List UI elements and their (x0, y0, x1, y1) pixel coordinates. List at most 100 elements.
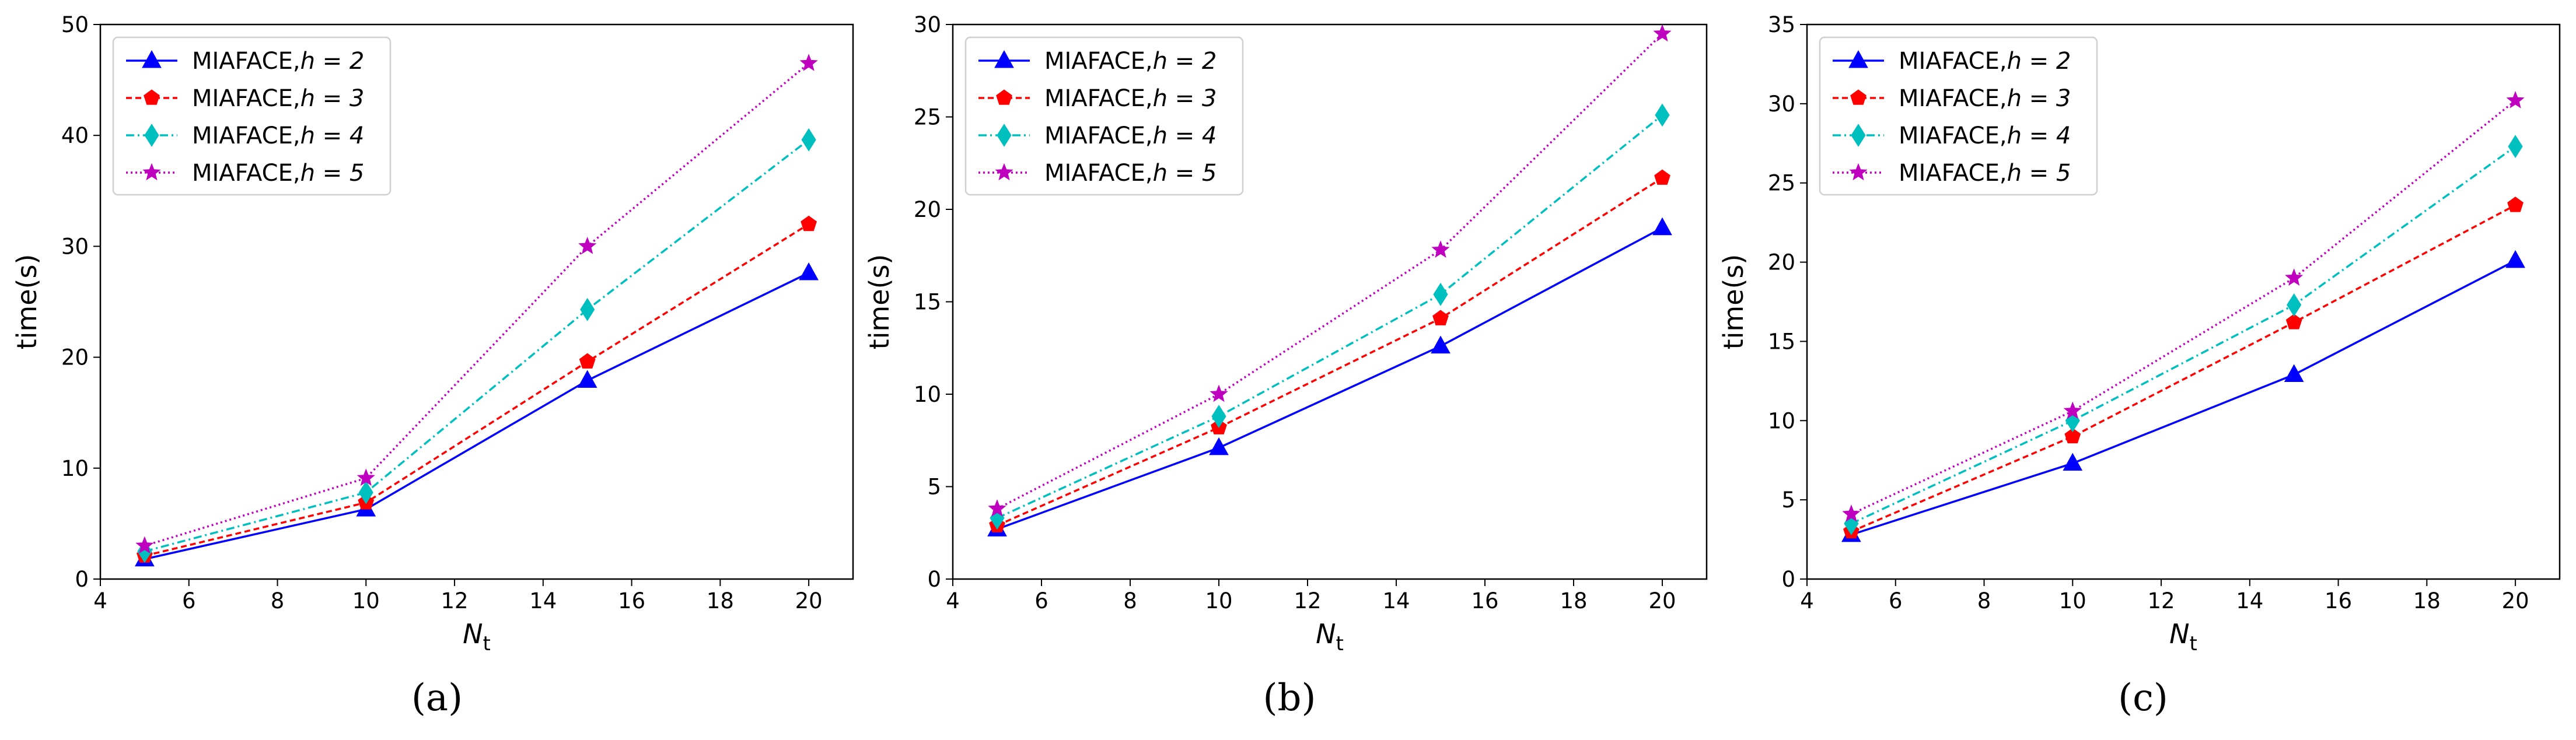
x-tick-label: 16 (1471, 588, 1498, 613)
legend-series-h: h = 2 (300, 48, 365, 75)
x-axis-label-subscript: t (1336, 632, 1344, 655)
x-tick-label: 6 (1034, 588, 1048, 613)
series-h=3 (989, 169, 1670, 532)
x-tick-label: 18 (707, 588, 734, 613)
x-axis-label: Nt (463, 618, 491, 655)
legend-series-h: h = 2 (1153, 48, 1217, 75)
chart-panel-2: 4 6 8 10 12 14 16 18 20 0 5 10 15 20 25 30 Nt time(s) MIAF… (864, 12, 1708, 720)
y-tick-label: 40 (61, 123, 89, 148)
series-h=2 (987, 217, 1672, 536)
legend-series-h: h = 3 (300, 85, 365, 112)
y-tick-label: 25 (1768, 171, 1795, 196)
x-tick-label: 18 (2413, 588, 2441, 613)
legend-label: MIAFACE,h = 4 (192, 122, 364, 149)
data-point (1653, 24, 1672, 42)
x-axis-label-subscript: t (483, 632, 491, 655)
y-tick-label: 15 (914, 290, 941, 315)
y-tick-label: 10 (61, 456, 89, 481)
data-point (2063, 453, 2083, 471)
legend-series-name: MIAFACE, (192, 48, 300, 75)
y-tick-label: 10 (1768, 408, 1795, 433)
x-tick-label: 10 (352, 588, 380, 613)
legend-series-h: h = 4 (2007, 122, 2071, 149)
series-line (1851, 204, 2516, 533)
data-point (801, 215, 817, 232)
x-tick-label: 20 (2502, 588, 2529, 613)
y-axis-label: time(s) (864, 254, 895, 350)
x-tick-label: 16 (2325, 588, 2352, 613)
y-tick-label: 35 (1768, 12, 1795, 37)
series-h=5 (1842, 91, 2525, 522)
series-h=5 (988, 24, 1672, 517)
series-h=5 (135, 54, 818, 554)
legend-marker (997, 124, 1012, 147)
series-line (144, 139, 810, 553)
data-point (799, 54, 818, 71)
legend-series-h: h = 5 (1153, 160, 1217, 187)
data-point (801, 128, 816, 152)
series-h=2 (135, 262, 819, 567)
series-line (1851, 145, 2516, 525)
y-tick-label: 20 (61, 345, 89, 370)
legend-label: MIAFACE,h = 3 (192, 85, 364, 112)
data-point (799, 262, 819, 280)
data-point (356, 468, 375, 486)
y-axis-label: time(s) (1718, 254, 1749, 350)
legend-marker (144, 124, 159, 147)
data-point (135, 536, 154, 554)
data-point (1654, 169, 1670, 185)
series-line (1851, 100, 2516, 515)
legend-series-h: h = 2 (2007, 48, 2071, 75)
x-axis-label-main: N (463, 618, 483, 650)
y-tick-label: 30 (914, 12, 941, 37)
legend-series-h: h = 4 (1153, 122, 1217, 149)
legend-series-name: MIAFACE, (1044, 160, 1153, 187)
x-tick-label: 20 (795, 588, 823, 613)
series-line (997, 114, 1663, 519)
legend-series-h: h = 3 (1153, 85, 1217, 112)
legend-marker (996, 89, 1012, 105)
x-tick-label: 4 (93, 588, 107, 613)
x-tick-label: 10 (2059, 588, 2086, 613)
y-tick-label: 20 (1768, 250, 1795, 275)
y-tick-label: 20 (914, 197, 941, 222)
data-point (1431, 240, 1450, 258)
x-tick-label: 14 (2236, 588, 2263, 613)
legend-marker (1851, 124, 1866, 147)
legend-marker (995, 163, 1013, 181)
legend-marker (994, 50, 1014, 68)
y-tick-label: 0 (1781, 567, 1795, 592)
x-tick-label: 6 (182, 588, 196, 613)
legend-marker (1850, 89, 1867, 105)
data-point (579, 353, 596, 369)
series-h=3 (137, 215, 817, 563)
legend-series-name: MIAFACE, (192, 122, 300, 149)
plot-frame (1806, 23, 2561, 580)
legend-label: MIAFACE,h = 4 (1044, 122, 1217, 149)
y-axis-label: time(s) (11, 254, 43, 350)
series-line (144, 62, 810, 547)
y-tick-label: 30 (1768, 92, 1795, 117)
legend-series-h: h = 5 (300, 160, 365, 187)
x-axis-label: Nt (1316, 618, 1344, 655)
series-line (144, 223, 810, 557)
chart-panel-1: 4 6 8 10 12 14 16 18 20 0 10 20 30 40 50 Nt time(s) MIAFA… (11, 12, 854, 720)
plot-frame (99, 23, 854, 580)
data-point (1211, 405, 1226, 428)
data-point (580, 297, 595, 321)
legend-series-h: h = 3 (2007, 85, 2071, 112)
data-point (2285, 268, 2304, 286)
series-line (997, 227, 1663, 531)
y-tick-label: 25 (914, 105, 941, 130)
data-point (2063, 401, 2082, 419)
data-point (2505, 250, 2525, 268)
legend-marker (1849, 163, 1868, 181)
legend-label: MIAFACE,h = 5 (192, 160, 364, 187)
panel-label: (c) (2118, 676, 2168, 720)
data-point (577, 370, 597, 388)
legend-label: MIAFACE,h = 2 (192, 48, 364, 75)
legend-series-name: MIAFACE, (192, 160, 300, 187)
x-axis-label: Nt (2169, 618, 2197, 655)
data-point (1652, 217, 1672, 236)
series-line (1851, 259, 2516, 536)
